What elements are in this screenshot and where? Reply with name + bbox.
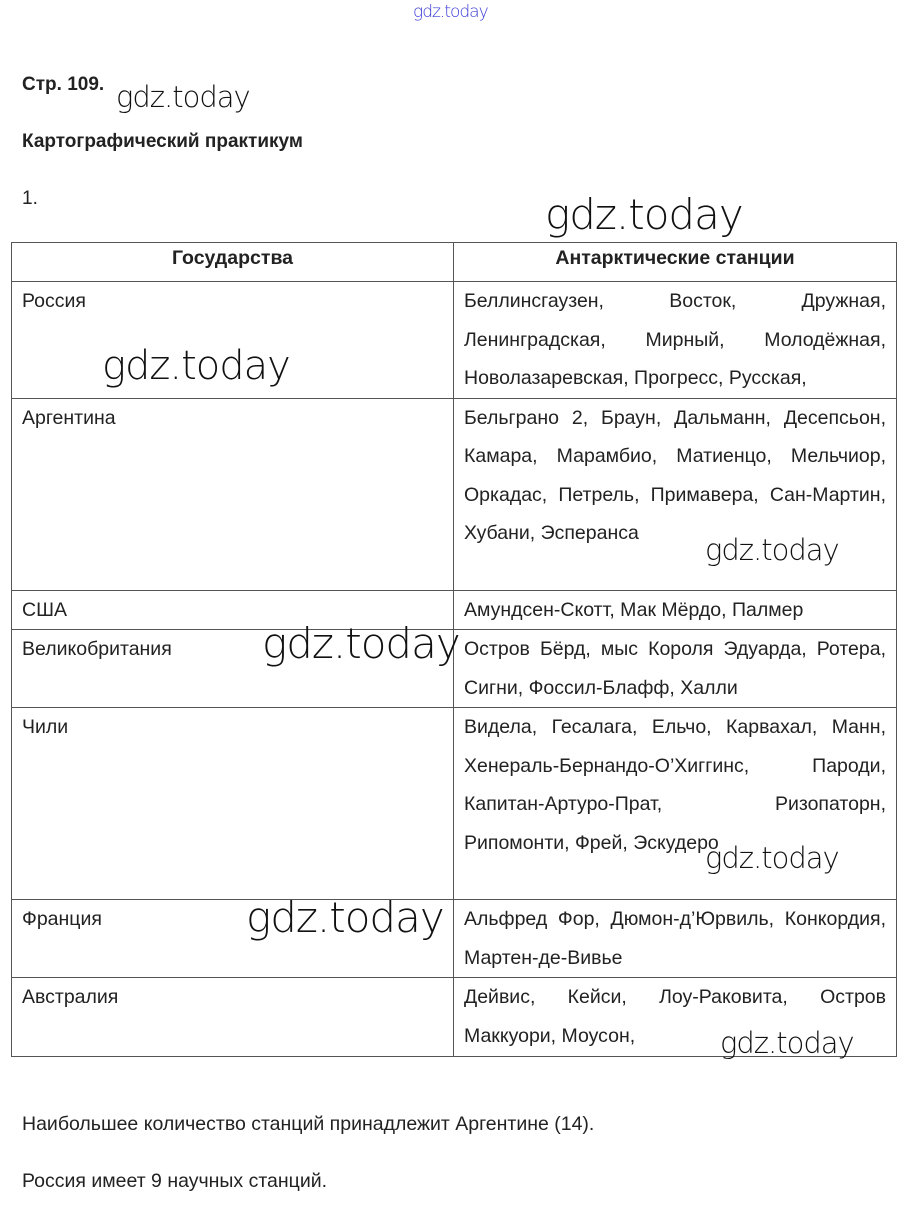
- table-row: США Амундсен-Скотт, Мак Мёрдо, Палмер: [11, 589, 897, 630]
- conclusion-most-stations: Наибольшее количество станций принадлежи…: [22, 1113, 595, 1135]
- watermark: gdz.today: [246, 893, 445, 942]
- section-title: Картографический практикум: [22, 131, 303, 152]
- watermark: gdz.today: [705, 841, 840, 875]
- country-cell: Аргентина: [11, 397, 454, 591]
- country-cell: Австралия: [11, 977, 454, 1057]
- country-cell: Чили: [11, 707, 454, 900]
- stations-cell: Дейвис, Кейси, Лоу-Раковита, Остров Макк…: [453, 977, 897, 1057]
- country-cell: Великобритания: [11, 629, 454, 708]
- watermark: gdz.today: [116, 80, 251, 114]
- watermark: gdz.today: [705, 533, 840, 567]
- conclusion-russia: Россия имеет 9 научных станций.: [22, 1170, 328, 1192]
- table-row: Франция Альфред Фор, Дюмон-д’Юрвиль, Конк…: [11, 899, 897, 978]
- table-row: Россия Беллинсгаузен, Восток, Дружная, Ле…: [11, 281, 897, 399]
- country-cell: Франция: [11, 899, 454, 978]
- column-header-stations: Антарктические станции: [453, 242, 897, 282]
- stations-cell: Альфред Фор, Дюмон-д’Юрвиль, Конкордия, …: [453, 899, 897, 978]
- stations-cell: Беллинсгаузен, Восток, Дружная, Ленингра…: [453, 281, 897, 399]
- table-row: Великобритания Остров Бёрд, мыс Короля Эд…: [11, 629, 897, 708]
- stations-cell: Остров Бёрд, мыс Короля Эдуарда, Ротера,…: [453, 629, 897, 708]
- task-number: 1.: [22, 188, 38, 209]
- page-number: Стр. 109.: [22, 74, 105, 95]
- stations-cell: Видела, Гесалага, Ельчо, Карвахал, Манн,…: [453, 707, 897, 900]
- table-row: Австралия Дейвис, Кейси, Лоу-Раковита, Ос…: [11, 977, 897, 1057]
- top-watermark: gdz.today: [413, 2, 489, 22]
- table-row: Аргентина Бельграно 2, Браун, Дальманн, Д…: [11, 397, 897, 591]
- watermark: gdz.today: [545, 190, 744, 239]
- watermark: gdz.today: [102, 343, 291, 389]
- stations-cell: Амундсен-Скотт, Мак Мёрдо, Палмер: [453, 589, 897, 630]
- watermark: gdz.today: [720, 1026, 855, 1060]
- table-row: Чили Видела, Гесалага, Ельчо, Карвахал, М…: [11, 707, 897, 900]
- stations-cell: Бельграно 2, Браун, Дальманн, Десепсьон,…: [453, 397, 897, 591]
- watermark: gdz.today: [262, 619, 461, 668]
- stations-table: Государства Антарктические станции Росси…: [11, 242, 897, 1057]
- column-header-countries: Государства: [11, 242, 454, 282]
- table-header-row: Государства Антарктические станции: [11, 242, 897, 282]
